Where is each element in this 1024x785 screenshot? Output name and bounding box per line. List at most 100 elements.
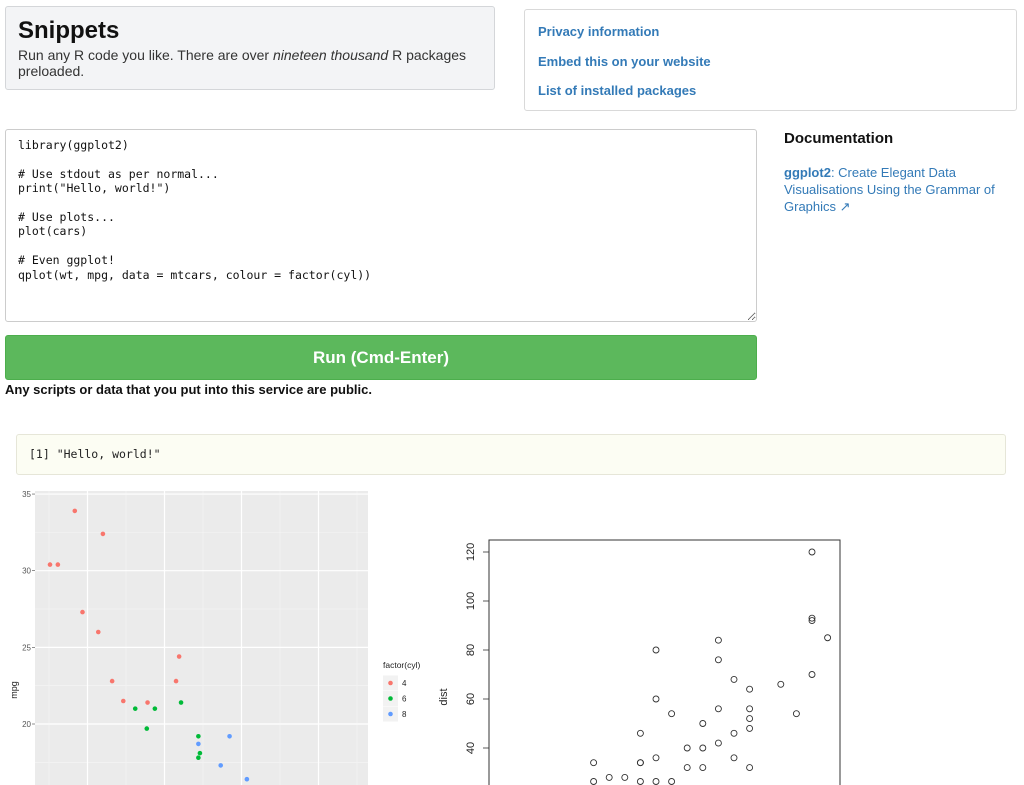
data-point — [714, 656, 722, 664]
package-name[interactable]: ggplot2 — [784, 165, 831, 180]
documentation-heading: Documentation — [784, 130, 894, 147]
data-point — [746, 705, 754, 713]
console-output: [1] "Hello, world!" — [16, 434, 1006, 475]
y-axis-label: dist — [438, 688, 450, 705]
run-button[interactable]: Run (Cmd-Enter) — [5, 335, 757, 380]
links-panel: Privacy information Embed this on your w… — [524, 9, 1017, 111]
data-point — [699, 720, 707, 727]
data-point — [824, 634, 832, 642]
data-point-cyl4 — [72, 508, 78, 514]
legend-label: 6 — [402, 695, 407, 704]
y-tick-label: 80 — [465, 644, 477, 656]
data-point-cyl4 — [100, 531, 106, 537]
data-point — [730, 729, 738, 737]
data-point — [777, 680, 785, 688]
data-point — [808, 671, 816, 678]
legend-point — [388, 711, 393, 717]
page-title: Snippets — [18, 17, 120, 44]
data-point-cyl6 — [132, 706, 138, 711]
data-point-cyl4 — [95, 629, 101, 635]
data-point-cyl6 — [196, 733, 201, 739]
data-point — [652, 646, 660, 654]
documentation-panel: Documentation ggplot2: Create Elegant Da… — [784, 130, 1014, 215]
y-tick-label: 40 — [465, 742, 477, 754]
data-point-cyl4 — [173, 678, 179, 684]
package-description[interactable]: : Create Elegant Data Visualisations Usi… — [784, 165, 995, 214]
y-tick-label: 30 — [22, 567, 31, 576]
data-point — [683, 764, 691, 772]
data-point-cyl4 — [55, 562, 61, 567]
legend-title: factor(cyl) — [383, 660, 420, 670]
data-point-cyl6 — [178, 700, 184, 705]
data-point — [636, 729, 644, 737]
y-tick-label: 100 — [465, 592, 477, 610]
y-tick-label: 60 — [465, 693, 477, 705]
data-point — [746, 715, 754, 723]
data-point — [699, 764, 707, 772]
ggplot-panel — [35, 490, 368, 785]
y-axis-label: mpg — [9, 681, 19, 699]
data-point-cyl8 — [196, 741, 201, 747]
data-point — [808, 548, 816, 556]
data-point — [590, 778, 598, 785]
subtitle-text: Run any R code you like. There are over — [18, 47, 273, 63]
data-point — [808, 614, 816, 622]
y-tick-label: 120 — [465, 543, 477, 561]
data-point-cyl8 — [244, 776, 250, 782]
installed-packages-link[interactable]: List of installed packages — [538, 83, 697, 98]
legend-label: 4 — [402, 679, 407, 688]
data-point — [636, 778, 644, 785]
data-point — [730, 675, 738, 683]
data-point-cyl6 — [197, 750, 203, 756]
data-point — [621, 773, 629, 781]
data-point — [746, 685, 754, 693]
data-point — [636, 759, 644, 767]
data-point — [699, 744, 707, 752]
subtitle-emphasis: nineteen thousand — [273, 47, 389, 63]
data-point-cyl6 — [144, 726, 150, 731]
data-point-cyl6 — [152, 706, 158, 711]
data-point-cyl4 — [109, 678, 115, 684]
embed-link[interactable]: Embed this on your website — [538, 53, 711, 69]
data-point — [683, 744, 691, 752]
data-point — [730, 754, 738, 762]
legend-point — [388, 680, 393, 686]
data-point — [714, 705, 722, 713]
data-point-cyl4 — [121, 698, 126, 704]
documentation-link[interactable]: ggplot2: Create Elegant Data Visualisati… — [784, 164, 1014, 215]
data-point — [605, 773, 613, 781]
y-tick-label: 25 — [22, 643, 31, 652]
data-point — [714, 739, 722, 747]
y-tick-label: 20 — [22, 720, 31, 729]
y-tick-label: 35 — [22, 490, 31, 499]
data-point — [652, 778, 660, 785]
data-point-cyl4 — [80, 609, 85, 615]
data-point — [652, 695, 660, 703]
data-point — [746, 764, 754, 772]
data-point-cyl8 — [227, 733, 232, 739]
data-point — [746, 724, 754, 732]
header-panel: Snippets Run any R code you like. There … — [5, 6, 495, 90]
data-point-cyl4 — [47, 562, 53, 567]
data-point — [714, 636, 722, 644]
plot-box — [488, 539, 841, 785]
subtitle-text-end: R packages preloaded. — [18, 47, 467, 79]
data-point — [808, 617, 816, 625]
legend-label: 8 — [402, 710, 407, 719]
data-point — [668, 710, 676, 718]
external-link-icon: ↗︎ — [839, 199, 851, 214]
data-point — [590, 759, 598, 767]
public-notice: Any scripts or data that you put into th… — [5, 382, 372, 397]
page-subtitle: Run any R code you like. There are over … — [18, 47, 482, 79]
data-point-cyl4 — [145, 700, 150, 705]
data-point — [792, 710, 800, 718]
data-point — [652, 754, 660, 762]
data-point — [668, 778, 676, 785]
code-editor[interactable]: library(ggplot2) # Use stdout as per nor… — [5, 129, 757, 322]
privacy-link[interactable]: Privacy information — [538, 24, 660, 39]
data-point-cyl4 — [176, 654, 182, 659]
data-point-cyl8 — [218, 763, 224, 768]
data-point-cyl6 — [196, 755, 201, 761]
